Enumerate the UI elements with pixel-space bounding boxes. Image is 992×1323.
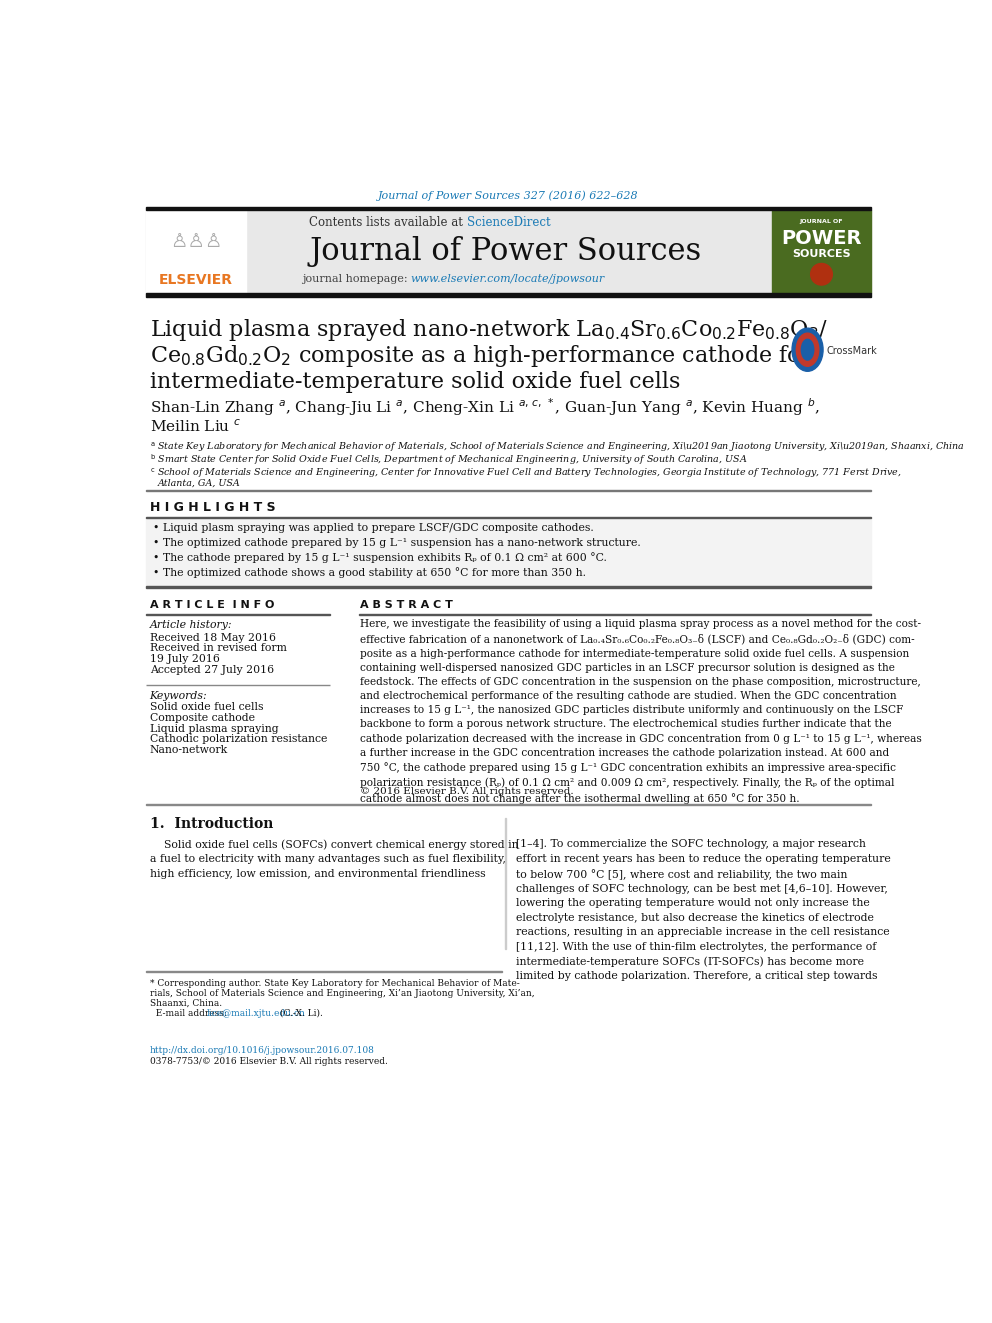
Text: Meilin Liu $^{c}$: Meilin Liu $^{c}$ [150,418,241,435]
Text: • The cathode prepared by 15 g L⁻¹ suspension exhibits Rₚ of 0.1 Ω cm² at 600 °C: • The cathode prepared by 15 g L⁻¹ suspe… [154,552,607,564]
Text: Here, we investigate the feasibility of using a liquid plasma spray process as a: Here, we investigate the feasibility of … [360,619,923,804]
Text: Article history:: Article history: [150,620,232,630]
Text: (C.-X. Li).: (C.-X. Li). [278,1009,323,1017]
Text: www.elsevier.com/locate/jpowsour: www.elsevier.com/locate/jpowsour [411,274,605,284]
Text: http://dx.doi.org/10.1016/j.jpowsour.2016.07.108: http://dx.doi.org/10.1016/j.jpowsour.201… [150,1045,374,1054]
Text: • The optimized cathode prepared by 15 g L⁻¹ suspension has a nano-network struc: • The optimized cathode prepared by 15 g… [154,538,641,548]
Text: Received 18 May 2016: Received 18 May 2016 [150,632,276,643]
Text: lice@mail.xjtu.edu.cn: lice@mail.xjtu.edu.cn [207,1009,306,1017]
Text: intermediate-temperature solid oxide fuel cells: intermediate-temperature solid oxide fue… [150,370,680,393]
Text: • Liquid plasm spraying was applied to prepare LSCF/GDC composite cathodes.: • Liquid plasm spraying was applied to p… [154,524,594,533]
Text: [1–4]. To commercialize the SOFC technology, a major research
effort in recent y: [1–4]. To commercialize the SOFC technol… [516,839,891,982]
Text: SOURCES: SOURCES [793,249,851,259]
Text: Shaanxi, China.: Shaanxi, China. [150,999,221,1008]
Text: Cathodic polarization resistance: Cathodic polarization resistance [150,734,327,745]
Text: H I G H L I G H T S: H I G H L I G H T S [150,501,275,515]
Text: $^{\mathrm{b}}$ Smart State Center for Solid Oxide Fuel Cells, Department of Mec: $^{\mathrm{b}}$ Smart State Center for S… [150,452,747,467]
Bar [146,292,871,296]
Text: ♙♙♙: ♙♙♙ [170,233,222,251]
Text: rials, School of Materials Science and Engineering, Xi’an Jiaotong University, X: rials, School of Materials Science and E… [150,988,535,998]
Text: Nano-network: Nano-network [150,745,228,755]
Text: Atlanta, GA, USA: Atlanta, GA, USA [158,479,241,487]
Text: * Corresponding author. State Key Laboratory for Mechanical Behavior of Mate-: * Corresponding author. State Key Labora… [150,979,520,988]
Text: A B S T R A C T: A B S T R A C T [360,601,453,610]
Ellipse shape [792,328,823,372]
Text: POWER: POWER [782,229,862,249]
Text: JOURNAL OF: JOURNAL OF [800,220,843,225]
Text: Accepted 27 July 2016: Accepted 27 July 2016 [150,665,274,675]
Text: Composite cathode: Composite cathode [150,713,255,722]
Text: Shan-Lin Zhang $^{a}$, Chang-Jiu Li $^{a}$, Cheng-Xin Li $^{a,\,c,\,*}$, Guan-Ju: Shan-Lin Zhang $^{a}$, Chang-Jiu Li $^{a… [150,397,819,418]
Text: ELSEVIER: ELSEVIER [159,274,233,287]
Text: Ce$_{0.8}$Gd$_{0.2}$O$_2$ composite as a high-performance cathode for: Ce$_{0.8}$Gd$_{0.2}$O$_2$ composite as a… [150,343,812,369]
Bar [146,206,871,209]
Circle shape [810,263,832,284]
Text: CrossMark: CrossMark [826,347,877,356]
Text: E-mail address:: E-mail address: [150,1009,229,1017]
Text: Liquid plasma sprayed nano-network La$_{0.4}$Sr$_{0.6}$Co$_{0.2}$Fe$_{0.8}$O$_3$: Liquid plasma sprayed nano-network La$_{… [150,316,828,343]
Text: $^{\mathrm{c}}$ School of Materials Science and Engineering, Center for Innovati: $^{\mathrm{c}}$ School of Materials Scie… [150,466,902,480]
Text: Contents lists available at: Contents lists available at [309,216,466,229]
Text: © 2016 Elsevier B.V. All rights reserved.: © 2016 Elsevier B.V. All rights reserved… [360,787,574,796]
Text: A R T I C L E  I N F O: A R T I C L E I N F O [150,601,274,610]
Bar [146,209,871,292]
Text: • The optimized cathode shows a good stability at 650 °C for more than 350 h.: • The optimized cathode shows a good sta… [154,566,586,578]
Text: Liquid plasma spraying: Liquid plasma spraying [150,724,278,733]
Text: Journal of Power Sources: Journal of Power Sources [310,235,701,267]
Text: 1.  Introduction: 1. Introduction [150,818,273,831]
Ellipse shape [797,333,818,366]
Ellipse shape [802,339,813,360]
Text: ScienceDirect: ScienceDirect [466,216,551,229]
Text: Keywords:: Keywords: [150,691,207,701]
Bar [146,586,871,587]
Text: Received in revised form: Received in revised form [150,643,287,654]
Text: 0378-7753/© 2016 Elsevier B.V. All rights reserved.: 0378-7753/© 2016 Elsevier B.V. All right… [150,1057,388,1066]
Bar [772,209,871,292]
Text: Solid oxide fuel cells: Solid oxide fuel cells [150,703,263,712]
Text: Journal of Power Sources 327 (2016) 622–628: Journal of Power Sources 327 (2016) 622–… [378,191,639,201]
Bar [146,209,246,292]
Text: Solid oxide fuel cells (SOFCs) convert chemical energy stored in
a fuel to elect: Solid oxide fuel cells (SOFCs) convert c… [150,839,518,878]
Text: 19 July 2016: 19 July 2016 [150,655,219,664]
Text: journal homepage:: journal homepage: [302,274,411,284]
Text: $^{\mathrm{a}}$ State Key Laboratory for Mechanical Behavior of Materials, Schoo: $^{\mathrm{a}}$ State Key Laboratory for… [150,439,964,454]
Bar [146,517,871,585]
